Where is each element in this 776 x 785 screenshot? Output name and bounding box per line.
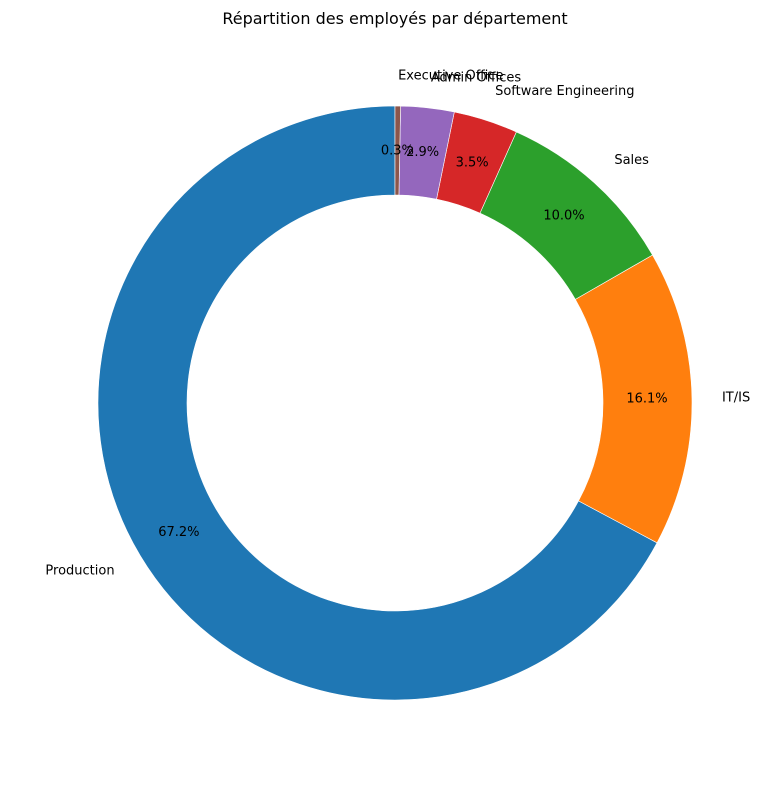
category-label-software-engineering: Software Engineering <box>495 84 634 99</box>
slice-executive-office <box>394 105 401 196</box>
percent-label-executive-office: 0.3% <box>381 144 414 159</box>
percent-label-software-engineering: 3.5% <box>456 156 489 171</box>
percent-label-sales: 10.0% <box>543 209 584 224</box>
chart-title: Répartition des employés par département <box>222 9 567 28</box>
percent-label-admin-offices: 2.9% <box>406 145 439 160</box>
percent-labels-group: 67.2% 16.1% 10.0% 3.5% 2.9%0.3% <box>158 144 667 541</box>
percent-label-production: 67.2% <box>158 525 199 540</box>
percent-label-it-is: 16.1% <box>626 392 667 407</box>
slices-group <box>97 105 693 701</box>
category-label-executive-office: Executive Office <box>398 69 503 84</box>
category-label-admin-offices: Admin Offices <box>431 70 522 85</box>
slice-production <box>97 105 658 701</box>
category-label-sales: Sales <box>614 153 649 168</box>
category-label-it-is: IT/IS <box>722 390 750 405</box>
category-labels-group: Production IT/IS Sales Software Engineering… <box>45 69 750 579</box>
category-label-production: Production <box>45 564 114 579</box>
